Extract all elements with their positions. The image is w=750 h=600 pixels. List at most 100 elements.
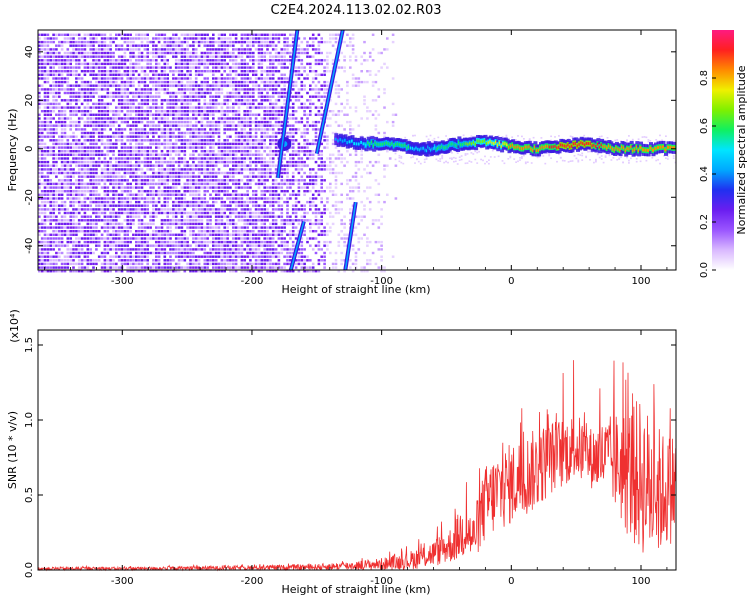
heatmap-cell	[243, 110, 246, 113]
heatmap-cell	[58, 113, 61, 116]
heatmap-cell	[277, 237, 281, 240]
heatmap-cell	[246, 80, 249, 84]
heatmap-cell	[86, 106, 90, 109]
heatmap-cell	[177, 153, 181, 156]
heatmap-cell	[92, 182, 95, 186]
heatmap-cell	[169, 135, 172, 138]
heatmap-cell	[266, 200, 269, 204]
heatmap-cell	[120, 128, 124, 131]
heatmap-cell	[46, 135, 50, 138]
heatmap-cell	[240, 51, 244, 55]
heatmap-cell	[234, 208, 238, 211]
heatmap-cell	[103, 102, 107, 106]
heatmap-cell	[52, 204, 55, 207]
heatmap-cell	[75, 146, 78, 149]
heatmap-cell	[46, 117, 50, 120]
heatmap-cell	[257, 259, 261, 262]
heatmap-cell	[180, 150, 184, 153]
heatmap-cell	[260, 59, 264, 62]
heatmap-cell	[63, 262, 67, 266]
heatmap-cell	[212, 128, 215, 131]
heatmap-cell	[38, 208, 41, 211]
heatmap-cell	[38, 164, 41, 167]
heatmap-cell	[137, 77, 141, 80]
heatmap-cell	[252, 146, 255, 149]
heatmap-cell	[177, 219, 181, 222]
heatmap-cell	[140, 77, 144, 80]
heatmap-cell	[149, 146, 152, 149]
heatmap-cell	[135, 124, 138, 127]
heatmap-cell	[169, 240, 172, 244]
heatmap-cell	[194, 255, 198, 258]
heatmap-cell	[72, 233, 75, 236]
heatmap-cell	[249, 168, 252, 171]
heatmap-cell	[252, 270, 255, 273]
heatmap-cell	[157, 190, 161, 193]
heatmap-cell	[169, 244, 172, 247]
heatmap-cell	[92, 168, 95, 171]
heatmap-cell	[214, 186, 218, 189]
heatmap-cell	[237, 164, 241, 167]
heatmap-cell	[246, 91, 249, 95]
heatmap-cell	[126, 139, 129, 142]
heatmap-cell	[106, 270, 110, 273]
heatmap-cell	[283, 255, 286, 258]
heatmap-cell	[152, 80, 155, 84]
heatmap-cell	[55, 186, 58, 189]
heatmap-cell	[140, 102, 144, 106]
heatmap-cell	[152, 37, 155, 40]
heatmap-cell	[200, 240, 204, 244]
heatmap-cell	[95, 190, 98, 193]
heatmap-cell	[100, 40, 104, 44]
heatmap-cell	[183, 40, 187, 44]
heatmap-cell	[212, 66, 215, 69]
heatmap-cell	[120, 182, 124, 186]
heatmap-cell	[115, 204, 118, 207]
heatmap-cell	[252, 240, 255, 244]
heatmap-cell	[266, 211, 269, 215]
heatmap-cell	[166, 51, 169, 55]
heatmap-cell	[115, 182, 118, 186]
heatmap-cell	[183, 113, 187, 116]
heatmap-cell	[109, 40, 112, 44]
heatmap-cell	[69, 204, 72, 207]
heatmap-cell	[260, 139, 264, 142]
heatmap-cell	[174, 204, 178, 207]
heatmap-cell	[66, 248, 70, 251]
heatmap-cell	[83, 37, 87, 40]
heatmap-cell	[95, 124, 98, 127]
heatmap-cell	[274, 208, 278, 211]
heatmap-cell	[75, 160, 78, 164]
heatmap-cell	[69, 233, 72, 236]
heatmap-cell	[160, 84, 164, 87]
heatmap-cell	[43, 193, 47, 196]
heatmap-cell	[237, 255, 241, 258]
heatmap-cell	[206, 266, 209, 269]
heatmap-cell	[75, 40, 78, 44]
heatmap-cell	[212, 164, 215, 167]
heatmap-cell	[63, 168, 67, 171]
heatmap-cell	[97, 55, 101, 58]
heatmap-cell	[220, 153, 224, 156]
heatmap-cell	[277, 37, 281, 40]
heatmap-cell	[49, 204, 52, 207]
heatmap-cell	[234, 146, 238, 149]
heatmap-cell	[209, 48, 212, 51]
heatmap-cell	[155, 88, 158, 91]
heatmap-cell	[58, 230, 61, 233]
heatmap-cell	[209, 226, 212, 229]
heatmap-cell	[174, 244, 178, 247]
heatmap-cell	[60, 120, 64, 124]
heatmap-cell	[140, 190, 144, 193]
heatmap-cell	[174, 142, 178, 146]
heatmap-cell	[103, 211, 107, 215]
heatmap-cell	[103, 168, 107, 171]
heatmap-cell	[194, 84, 198, 87]
heatmap-cell	[226, 197, 229, 200]
heatmap-cell	[274, 251, 278, 255]
heatmap-cell	[92, 164, 95, 167]
heatmap-cell	[55, 251, 58, 255]
heatmap-cell	[186, 219, 189, 222]
heatmap-cell	[169, 157, 172, 160]
heatmap-cell	[52, 88, 55, 91]
